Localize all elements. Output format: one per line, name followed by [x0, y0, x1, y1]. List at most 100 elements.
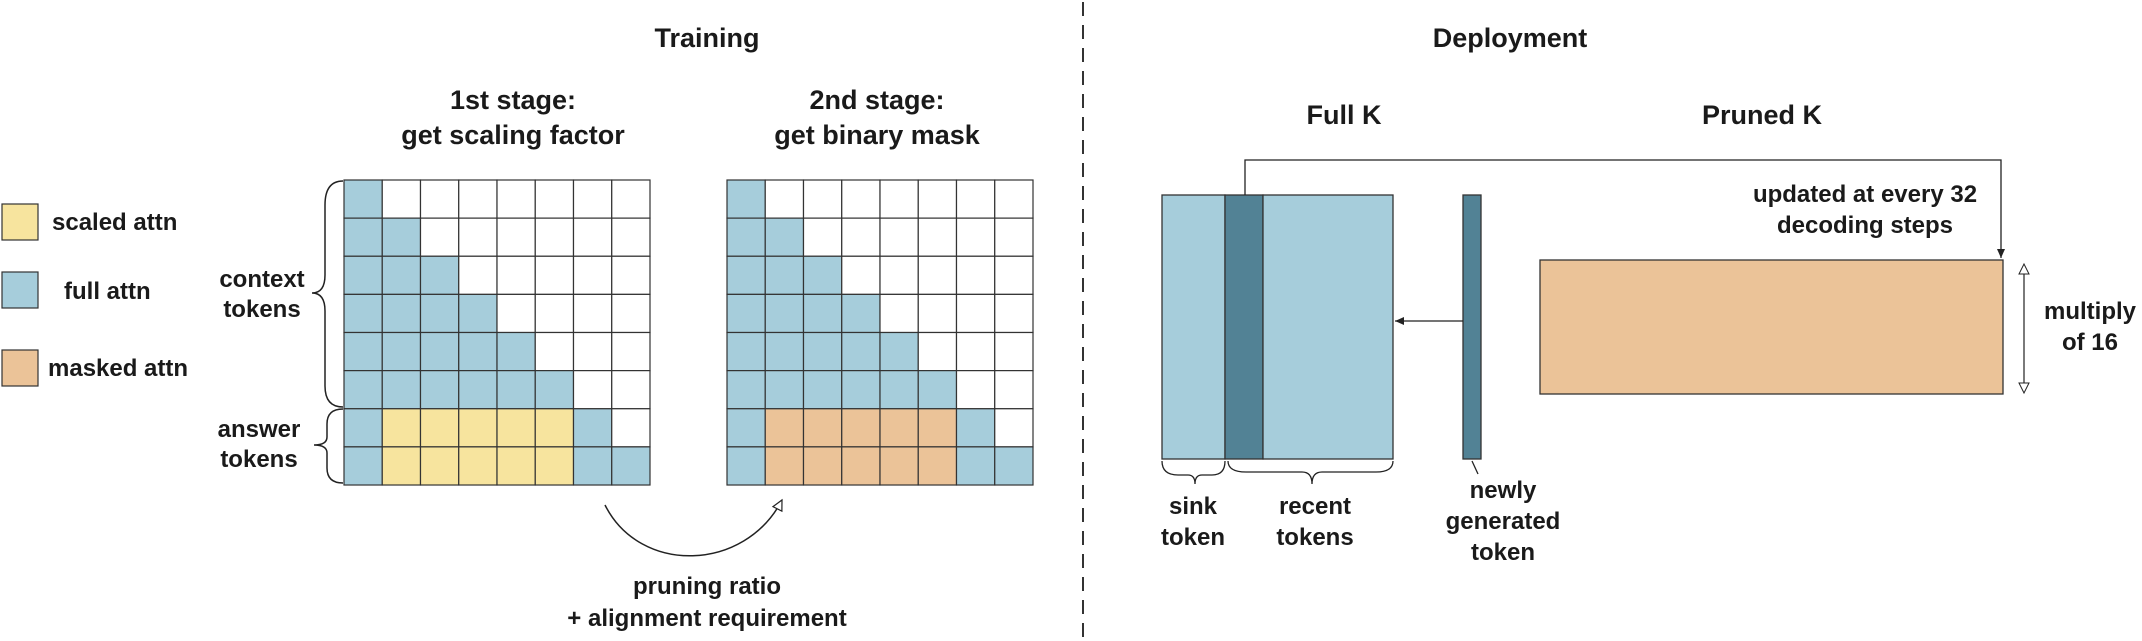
stage1-attention-cell — [381, 370, 422, 410]
stage2-attention-cell — [994, 446, 1034, 486]
stage2-attention-cell — [726, 331, 766, 372]
recent-tokens-label-line1: recent — [1279, 493, 1351, 520]
stage2-attention-cell — [726, 446, 766, 486]
legend-swatch-masked — [1, 349, 39, 387]
stage2-attention-cell — [955, 331, 996, 372]
sink-token-label-line2: token — [1161, 524, 1225, 551]
stage1-attention-cell — [572, 331, 613, 372]
stage2-attention-cell — [764, 408, 805, 448]
stage1-attention-cell — [381, 446, 422, 486]
stage2-attention-cell — [764, 446, 805, 486]
full-k-label: Full K — [1307, 100, 1382, 130]
stage2-attention-cell — [726, 408, 766, 448]
stage2-attention-cell — [917, 370, 958, 410]
pruned-k-label: Pruned K — [1702, 100, 1823, 130]
stage2-attention-cell — [955, 179, 996, 219]
stage1-attention-grid — [343, 179, 651, 486]
newly-label-line1: newly — [1470, 477, 1537, 504]
stage1-attention-cell — [343, 217, 383, 257]
stage1-attention-cell — [458, 370, 498, 410]
stage2-attention-cell — [994, 179, 1034, 219]
pruned-k-block — [1539, 259, 2004, 395]
stage1-attention-cell — [381, 408, 422, 448]
stage2-attention-cell — [802, 255, 843, 295]
stage2-attention-cell — [802, 370, 843, 410]
newly-generated-token-column — [1462, 194, 1482, 460]
stage1-attention-cell — [381, 217, 422, 257]
stage1-attention-cell — [458, 408, 498, 448]
stage2-attention-cell — [764, 331, 805, 372]
stage2-attention-cell — [879, 446, 919, 486]
stage2-attention-cell — [994, 293, 1034, 334]
stage2-attention-cell — [879, 370, 919, 410]
stage1-attention-cell — [611, 255, 651, 295]
stage2-attention-cell — [802, 446, 843, 486]
stage1-attention-cell — [611, 217, 651, 257]
stage2-attention-cell — [802, 331, 843, 372]
stage2-attention-cell — [726, 179, 766, 219]
legend-swatch-full — [1, 271, 39, 309]
stage1-attention-cell — [611, 293, 651, 334]
stage1-attention-cell — [419, 370, 460, 410]
full-k-sink-block — [1161, 194, 1226, 460]
full-k-dark-column — [1224, 194, 1264, 460]
update-route-arrow — [1244, 159, 2005, 258]
stage2-attention-cell — [917, 217, 958, 257]
stage2-attention-cell — [802, 408, 843, 448]
stage1-attention-cell — [572, 293, 613, 334]
stage2-attention-cell — [841, 217, 881, 257]
stage2-attention-cell — [879, 293, 919, 334]
stage1-attention-cell — [419, 255, 460, 295]
stage1-attention-cell — [534, 217, 575, 257]
legend-label-scaled: scaled attn — [52, 209, 177, 236]
stage2-attention-cell — [841, 255, 881, 295]
newly-token-leader — [1471, 460, 1479, 475]
stage2-attention-cell — [726, 370, 766, 410]
legend-label-full: full attn — [64, 278, 151, 305]
stage2-attention-cell — [802, 217, 843, 257]
stage1-attention-cell — [572, 408, 613, 448]
stage1-attention-cell — [572, 255, 613, 295]
multiply-label-line2: of 16 — [2062, 329, 2118, 356]
stage1-attention-cell — [458, 217, 498, 257]
stage2-attention-cell — [917, 179, 958, 219]
stage1-attention-cell — [458, 446, 498, 486]
stage1-attention-cell — [419, 217, 460, 257]
stage1-attention-cell — [611, 179, 651, 219]
training-title: Training — [654, 23, 759, 53]
sink-token-label-line1: sink — [1169, 493, 1218, 520]
stage1-attention-cell — [343, 179, 383, 219]
stage2-attention-cell — [917, 331, 958, 372]
stage1-attention-cell — [572, 446, 613, 486]
stage1-attention-cell — [419, 408, 460, 448]
sink-token-brace — [1161, 460, 1226, 485]
stage2-attention-cell — [879, 217, 919, 257]
answer-tokens-brace — [313, 408, 344, 484]
stage1-attention-cell — [572, 179, 613, 219]
update-note-line2: decoding steps — [1777, 212, 1953, 239]
stage2-attention-cell — [726, 255, 766, 295]
stage1-attention-cell — [534, 293, 575, 334]
stage1-attention-cell — [496, 408, 536, 448]
legend-swatch-scaled — [1, 203, 39, 241]
stage1-attention-cell — [343, 446, 383, 486]
stage1-attention-cell — [343, 408, 383, 448]
alignment-requirement-label: + alignment requirement — [567, 605, 846, 632]
stage1-attention-cell — [534, 331, 575, 372]
stage2-attention-cell — [955, 255, 996, 295]
stage2-attention-cell — [917, 293, 958, 334]
stage1-attention-cell — [534, 255, 575, 295]
stage1-attention-cell — [458, 179, 498, 219]
stage2-attention-cell — [994, 408, 1034, 448]
stage2-title-line2: get binary mask — [774, 120, 981, 150]
stage1-attention-cell — [496, 446, 536, 486]
stage1-attention-cell — [534, 408, 575, 448]
stage1-attention-cell — [419, 446, 460, 486]
context-tokens-label-line2: tokens — [223, 296, 300, 323]
stage2-attention-cell — [841, 408, 881, 448]
stage2-attention-cell — [764, 370, 805, 410]
recent-tokens-label-line2: tokens — [1276, 524, 1353, 551]
stage1-attention-cell — [572, 217, 613, 257]
stage2-attention-cell — [764, 217, 805, 257]
update-note-line1: updated at every 32 — [1753, 181, 1977, 208]
